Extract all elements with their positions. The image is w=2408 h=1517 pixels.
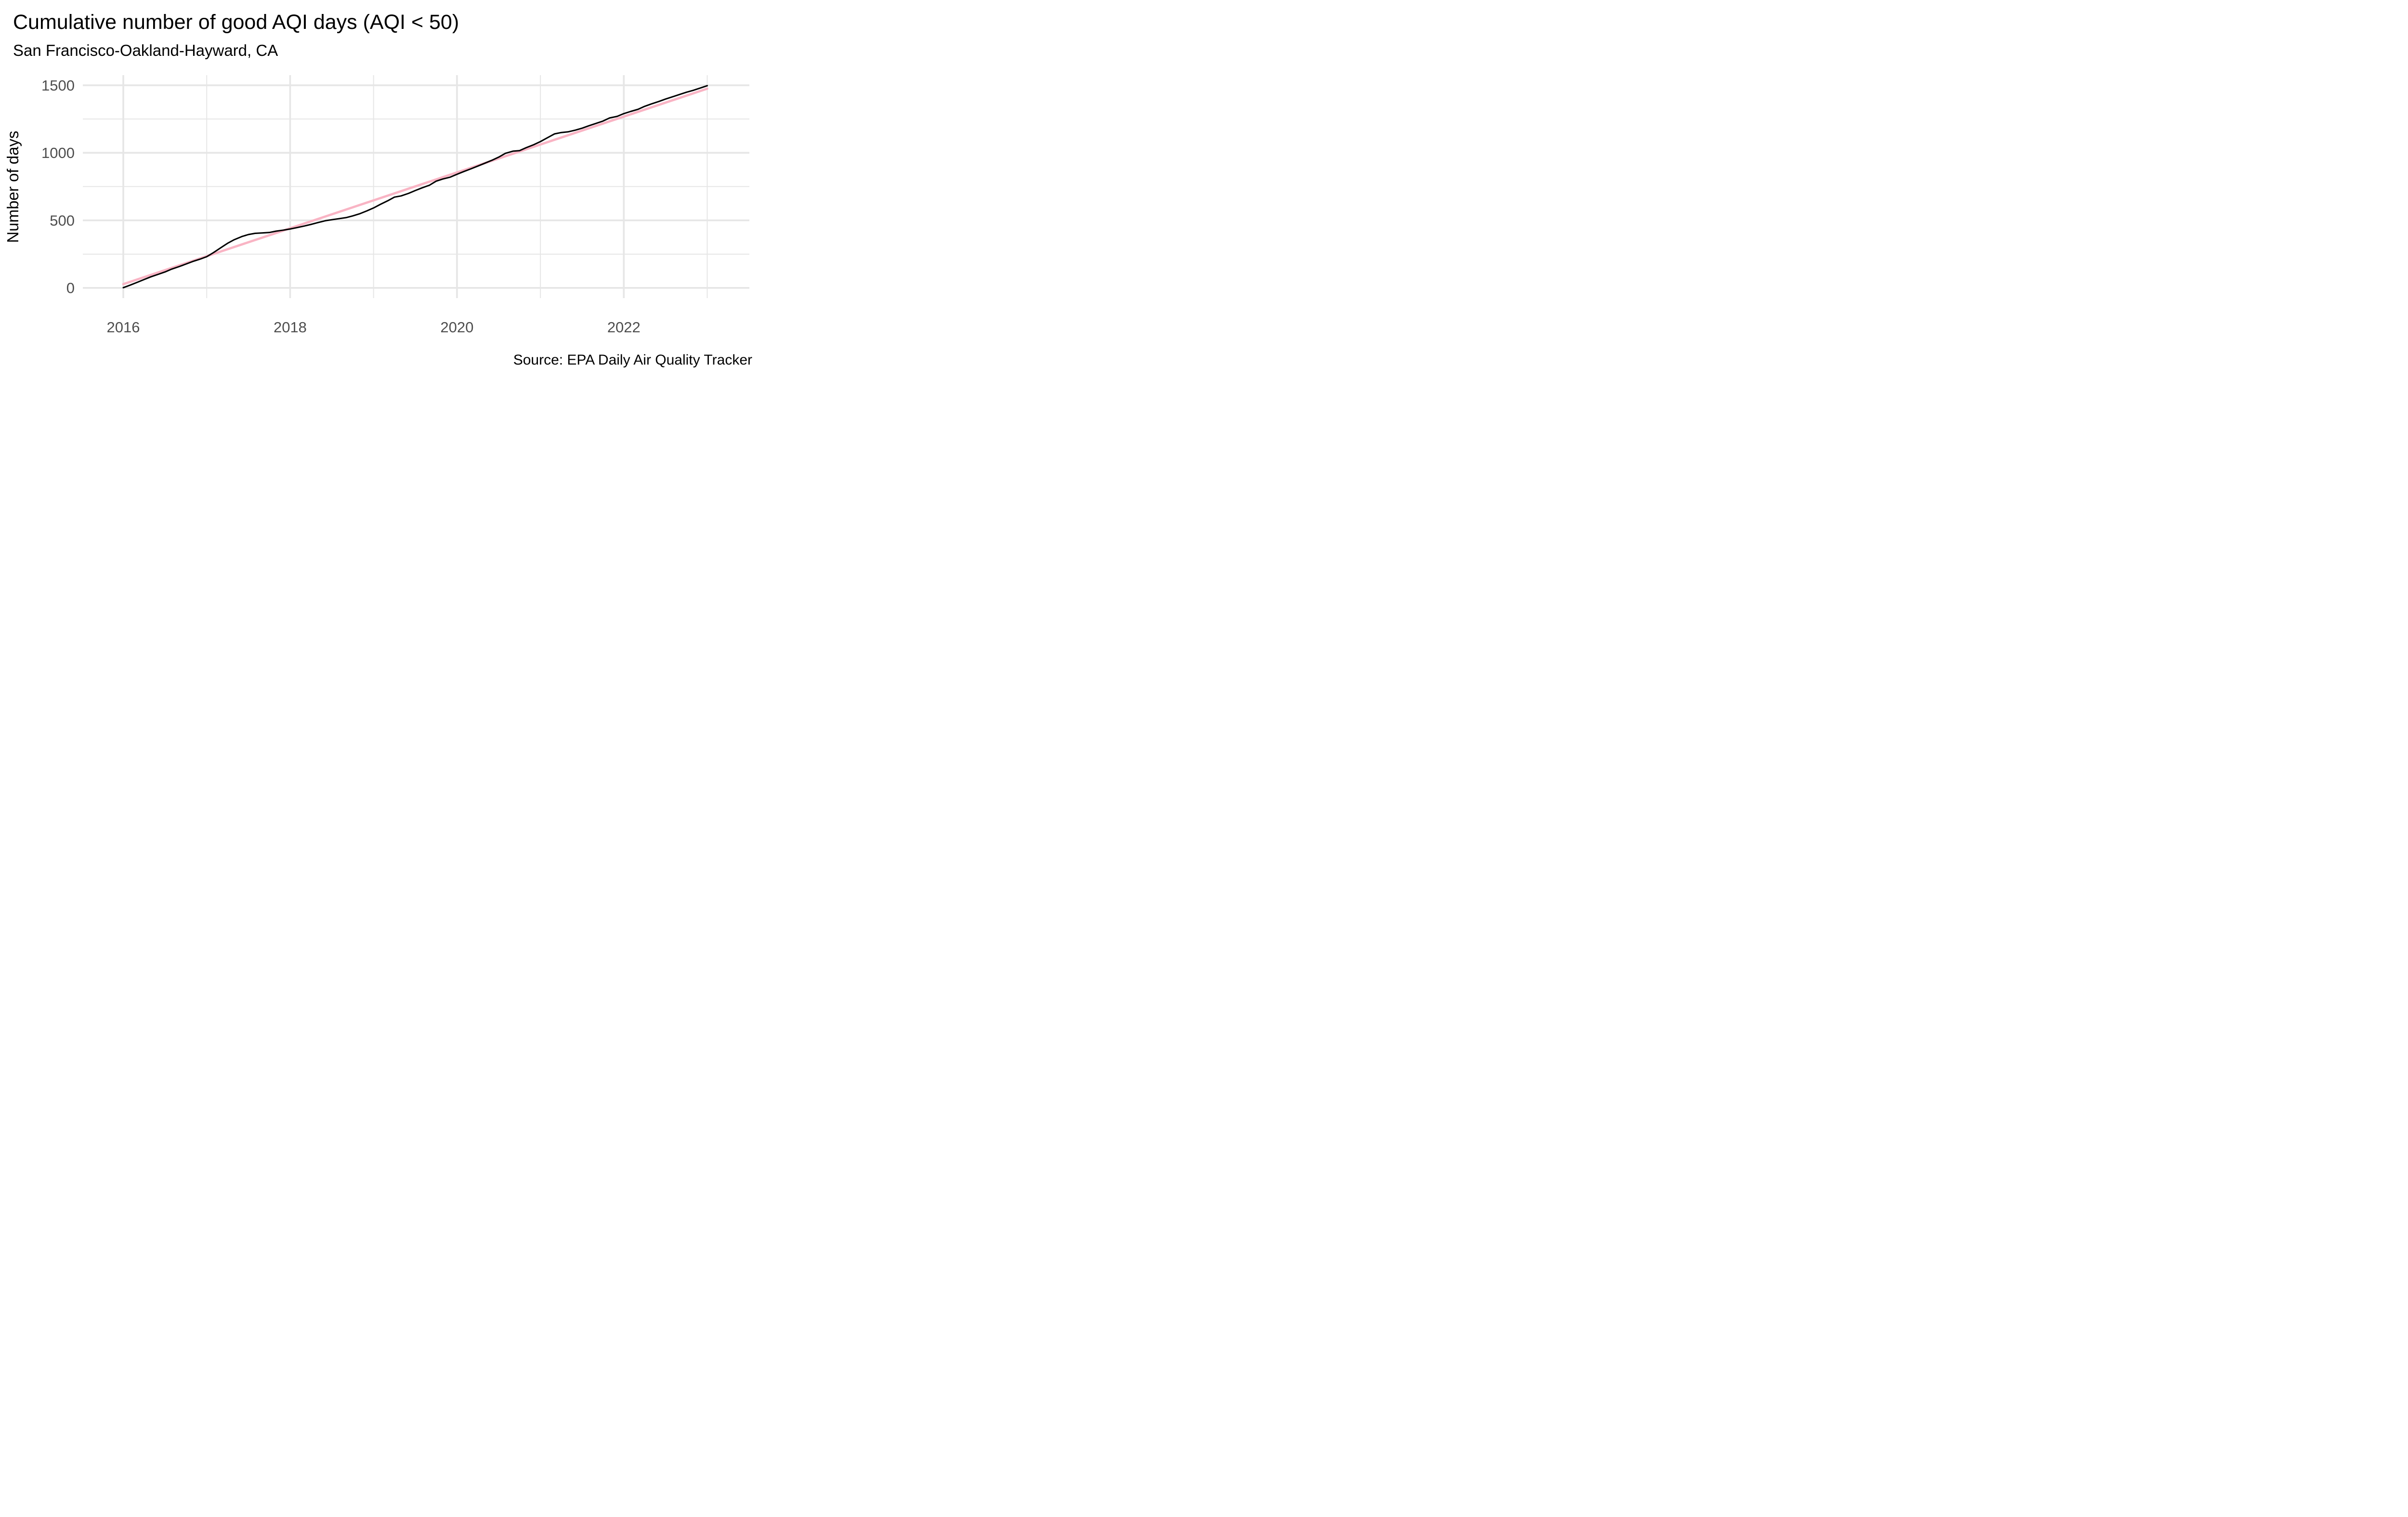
x-tick-label: 2022 [607, 319, 641, 336]
grid-major-layer [83, 75, 749, 298]
chart-subtitle: San Francisco-Oakland-Hayward, CA [13, 41, 278, 59]
chart-caption: Source: EPA Daily Air Quality Tracker [513, 352, 752, 368]
y-tick-label: 1500 [41, 77, 75, 94]
plot-area: 2016 2018 2020 2022 0 500 1000 1500 Cumulative… [4, 11, 752, 368]
x-tick-label: 2020 [440, 319, 473, 336]
y-axis-tick-labels: 0 500 1000 1500 [41, 77, 75, 297]
chart-canvas: 2016 2018 2020 2022 0 500 1000 1500 Cumulative… [0, 0, 759, 379]
y-tick-label: 500 [50, 212, 75, 229]
y-tick-label: 0 [66, 280, 75, 297]
series-layer [122, 85, 708, 288]
x-tick-label: 2018 [274, 319, 307, 336]
series-linear-trend [122, 87, 708, 286]
x-tick-label: 2016 [107, 319, 140, 336]
series-cumulative-good-aqi-days [122, 85, 708, 288]
y-axis-title: Number of days [4, 131, 22, 243]
y-tick-label: 1000 [41, 144, 75, 161]
chart-title: Cumulative number of good AQI days (AQI … [13, 11, 459, 34]
x-axis-tick-labels: 2016 2018 2020 2022 [107, 319, 641, 336]
grid-minor-layer [83, 75, 749, 298]
